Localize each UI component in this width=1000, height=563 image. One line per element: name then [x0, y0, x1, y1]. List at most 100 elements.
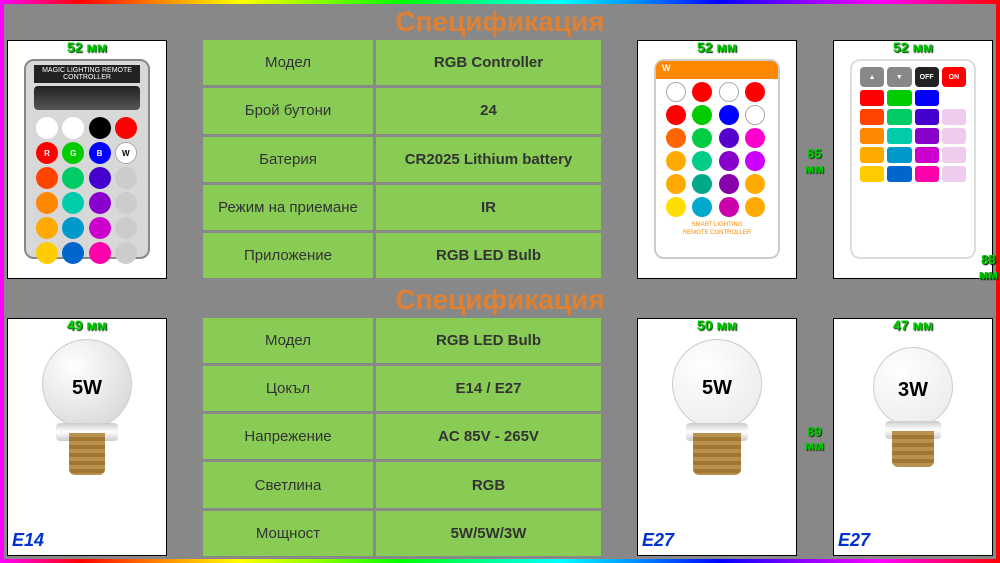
remote-button: [745, 197, 765, 217]
remote-header: W: [656, 61, 778, 79]
remote-button: [915, 109, 939, 125]
remote-button: [719, 128, 739, 148]
remote-button: [89, 192, 111, 214]
spec-label: Модел: [203, 40, 373, 85]
remote-button: [745, 105, 765, 125]
dim-gap: [604, 40, 634, 279]
bulb-socket-thread: [69, 433, 105, 475]
remote-button: [62, 192, 84, 214]
spec-value: E14 / E27: [376, 366, 601, 411]
dim-gap: 88 мм: [170, 318, 200, 557]
spec-value: CR2025 Lithium battery: [376, 137, 601, 182]
spec-row: БатерияCR2025 Lithium battery: [203, 137, 601, 182]
remote-button: [666, 197, 686, 217]
remote-button: [719, 197, 739, 217]
dim-height: 85 мм: [805, 147, 824, 176]
remote-button: R: [36, 142, 58, 164]
bulb-socket-thread: [892, 431, 934, 467]
remote-body: ▲▼OFFON: [850, 59, 976, 259]
dim-width: 50 мм: [638, 317, 796, 333]
spec-table-bulb: МоделRGB LED BulbЦокълE14 / E27Напрежени…: [203, 318, 601, 557]
remote-button: [745, 151, 765, 171]
remote-button: [719, 174, 739, 194]
remote-button: [942, 90, 966, 106]
socket-badge: E14: [12, 530, 44, 551]
spec-label: Цокъл: [203, 366, 373, 411]
spec-label: Режим на приемане: [203, 185, 373, 230]
remote-image-1: 52 мм MAGIC LIGHTING REMOTE CONTROLLER R…: [7, 40, 167, 279]
spec-row: Мощност5W/5W/3W: [203, 511, 601, 556]
spec-row: Брой бутони24: [203, 88, 601, 133]
spec-row: Режим на приеманеIR: [203, 185, 601, 230]
remote-button: [62, 117, 84, 139]
remote-button: ▲: [860, 67, 884, 87]
remote-button: [692, 105, 712, 125]
remote-button: [666, 174, 686, 194]
remote-button: [115, 242, 137, 264]
remote-button: [887, 166, 911, 182]
remote-button: [692, 128, 712, 148]
remote-body: MAGIC LIGHTING REMOTE CONTROLLER RGBW: [24, 59, 150, 259]
remote-button: [666, 105, 686, 125]
dim-height: 89 мм: [805, 425, 824, 454]
spec-label: Напрежение: [203, 414, 373, 459]
remote-button: [666, 151, 686, 171]
dim-width: 52 мм: [8, 39, 166, 55]
remote-button: [36, 217, 58, 239]
remote-button: [89, 242, 111, 264]
remote-button: [62, 242, 84, 264]
spec-label: Брой бутони: [203, 88, 373, 133]
spec-value: 24: [376, 88, 601, 133]
bulb-graphic: 3W: [873, 347, 953, 467]
socket-badge: E27: [642, 530, 674, 551]
bulb-image-1: 49 мм 5W E14: [7, 318, 167, 557]
remote-button: [719, 82, 739, 102]
remote-button: G: [62, 142, 84, 164]
remote-button: [62, 217, 84, 239]
spec-label: Батерия: [203, 137, 373, 182]
spec-value: RGB LED Bulb: [376, 233, 601, 278]
remote-button-grid: ▲▼OFFON: [852, 61, 974, 188]
dim-gap: 85 мм: [170, 40, 200, 279]
remote-header: MAGIC LIGHTING REMOTE CONTROLLER: [34, 65, 140, 83]
remote-footer: SMART LIGHTING: [656, 222, 778, 228]
remote-button: [942, 128, 966, 144]
spec-value: 5W/5W/3W: [376, 511, 601, 556]
remote-button: [887, 109, 911, 125]
remote-button: [719, 151, 739, 171]
remote-button: [36, 167, 58, 189]
remote-button: [745, 82, 765, 102]
spec-label: Светлина: [203, 462, 373, 507]
spec-row: МоделRGB Controller: [203, 40, 601, 85]
remote-button-grid: [656, 79, 778, 220]
remote-button: [36, 117, 58, 139]
section-row: 52 мм MAGIC LIGHTING REMOTE CONTROLLER R…: [4, 40, 996, 282]
bulb-image-3: 47 мм 78 мм 3W E27: [833, 318, 993, 557]
section-title: Спецификация: [4, 4, 996, 40]
dim-height: 88 мм: [979, 253, 998, 282]
bulb-watt-label: 5W: [42, 377, 132, 400]
remote-button: [745, 174, 765, 194]
spec-value: IR: [376, 185, 601, 230]
spec-row: НапрежениеAC 85V - 265V: [203, 414, 601, 459]
bulb-graphic: 5W: [42, 339, 132, 475]
spec-label: Модел: [203, 318, 373, 363]
remote-button: [942, 147, 966, 163]
remote-button: [36, 192, 58, 214]
infographic-frame: Спецификация 52 мм MAGIC LIGHTING REMOTE…: [4, 4, 996, 559]
remote-button: [36, 242, 58, 264]
spec-value: RGB Controller: [376, 40, 601, 85]
remote-button: W: [115, 142, 137, 164]
remote-button: OFF: [915, 67, 939, 87]
remote-body: W SMART LIGHTING REMOTE CONTROLLER: [654, 59, 780, 259]
remote-image-2: 52 мм 85 мм W SMART LIGHTING REMOTE CONT…: [637, 40, 797, 279]
remote-button: [692, 197, 712, 217]
remote-button: [115, 167, 137, 189]
remote-button: [915, 90, 939, 106]
remote-button: [915, 128, 939, 144]
section-row: 49 мм 5W E14 88 мм МоделRGB LED BulbЦокъ…: [4, 318, 996, 560]
remote-button: [692, 174, 712, 194]
section-title: Спецификация: [4, 282, 996, 318]
spec-label: Приложение: [203, 233, 373, 278]
remote-button: [719, 105, 739, 125]
